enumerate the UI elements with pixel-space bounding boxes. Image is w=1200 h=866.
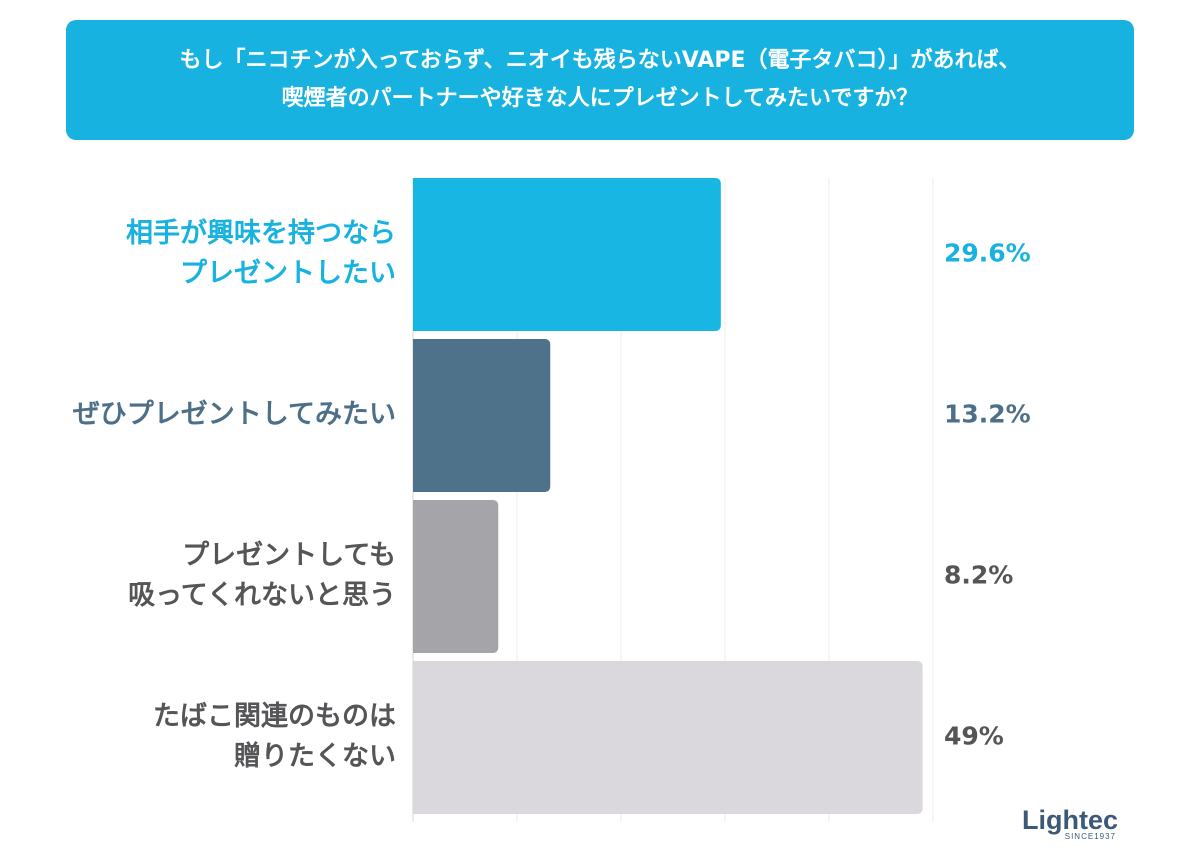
value-label: 29.6% (944, 239, 1031, 268)
category-label: ぜひプレゼントしてみたい (73, 399, 396, 430)
value-label: 13.2% (944, 400, 1031, 429)
category-label: たばこ関連のものは (153, 701, 396, 732)
bar (413, 178, 721, 331)
category-label: 贈りたくない (234, 740, 396, 772)
category-label: 吸ってくれないと思う (128, 580, 396, 611)
bar (413, 661, 923, 814)
bar (413, 339, 551, 492)
value-label: 49% (944, 722, 1004, 751)
question-line-2: 喫煙者のパートナーや好きな人にプレゼントしてみたいですか？ (281, 86, 919, 111)
category-label: 相手が興味を持つなら (126, 217, 396, 249)
value-label: 8.2% (944, 561, 1013, 590)
lightec-logo: Lightec SINCE1937 (1022, 806, 1122, 846)
bar (413, 500, 499, 653)
logo-since: SINCE1937 (1064, 832, 1116, 841)
question-banner: もし「ニコチンが入っておらず、ニオイも残らないVAPE（電子タバコ）」があれば、… (66, 20, 1134, 140)
logo-wordmark: Lightec (1022, 805, 1119, 835)
category-label: プレゼントしても (182, 540, 396, 571)
question-line-1: もし「ニコチンが入っておらず、ニオイも残らないVAPE（電子タバコ）」があれば、 (179, 48, 1021, 73)
category-label: プレゼントしたい (180, 258, 396, 289)
